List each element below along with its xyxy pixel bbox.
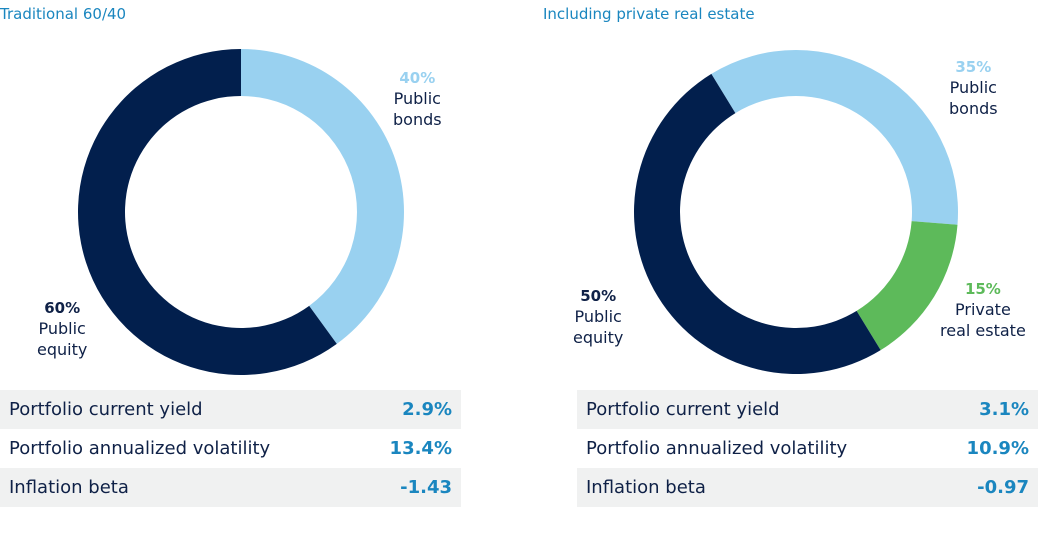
- donut-slice-public-bonds: [241, 49, 404, 344]
- right-label-public-equity: 50% Public equity: [573, 286, 623, 348]
- stat-row: Portfolio annualized volatility 10.9%: [577, 429, 1038, 468]
- right-label-private-real-estate-line1: Private: [955, 300, 1011, 319]
- stat-row: Portfolio current yield 3.1%: [577, 390, 1038, 429]
- right-label-public-bonds-line1: Public: [949, 78, 997, 97]
- stat-value: 2.9%: [402, 399, 452, 420]
- stat-label: Portfolio annualized volatility: [586, 438, 848, 459]
- right-pct-public-bonds: 35%: [955, 58, 992, 76]
- left-label-public-bonds-line2: bonds: [393, 110, 442, 129]
- left-label-public-equity-line1: Public: [38, 319, 86, 338]
- right-label-private-real-estate-line2: real estate: [940, 321, 1026, 340]
- right-label-public-bonds-line2: bonds: [949, 99, 998, 118]
- donut-slice-public-equity: [634, 73, 881, 375]
- stat-value: 10.9%: [966, 438, 1029, 459]
- left-chart-title: Traditional 60/40: [0, 5, 127, 23]
- donut-slice-public-bonds: [711, 49, 958, 225]
- left-pct-public-bonds: 40%: [399, 69, 436, 87]
- right-pct-private-real-estate: 15%: [964, 280, 1001, 298]
- right-label-public-equity-line2: equity: [573, 328, 624, 347]
- stat-label: Portfolio current yield: [9, 399, 203, 420]
- right-chart-title: Including private real estate: [543, 5, 755, 23]
- right-label-public-equity-line1: Public: [574, 307, 622, 326]
- stat-label: Portfolio annualized volatility: [9, 438, 271, 459]
- stat-label: Portfolio current yield: [586, 399, 780, 420]
- left-label-public-bonds-line1: Public: [393, 89, 441, 108]
- right-label-public-bonds: 35% Public bonds: [949, 57, 998, 119]
- right-donut-chart: [634, 49, 958, 375]
- stat-value: 3.1%: [979, 399, 1029, 420]
- stat-label: Inflation beta: [586, 477, 706, 498]
- right-stats-table: Portfolio current yield 3.1% Portfolio a…: [577, 390, 1038, 507]
- left-label-public-equity-line2: equity: [37, 340, 88, 359]
- stat-row: Inflation beta -0.97: [577, 468, 1038, 507]
- stat-row: Portfolio current yield 2.9%: [0, 390, 461, 429]
- left-stats-table: Portfolio current yield 2.9% Portfolio a…: [0, 390, 461, 507]
- left-donut-chart: [77, 49, 404, 375]
- left-pct-public-equity: 60%: [44, 299, 81, 317]
- stat-value: 13.4%: [389, 438, 452, 459]
- stat-row: Portfolio annualized volatility 13.4%: [0, 429, 461, 468]
- stat-row: Inflation beta -1.43: [0, 468, 461, 507]
- right-label-private-real-estate: 15% Private real estate: [940, 279, 1026, 341]
- stat-value: -1.43: [400, 477, 452, 498]
- stat-label: Inflation beta: [9, 477, 129, 498]
- stat-value: -0.97: [977, 477, 1029, 498]
- right-pct-public-equity: 50%: [580, 287, 617, 305]
- donut-slice-private-real-estate: [856, 221, 958, 351]
- left-label-public-equity: 60% Public equity: [37, 298, 87, 360]
- left-label-public-bonds: 40% Public bonds: [393, 68, 442, 130]
- donut-slice-public-equity: [77, 49, 337, 375]
